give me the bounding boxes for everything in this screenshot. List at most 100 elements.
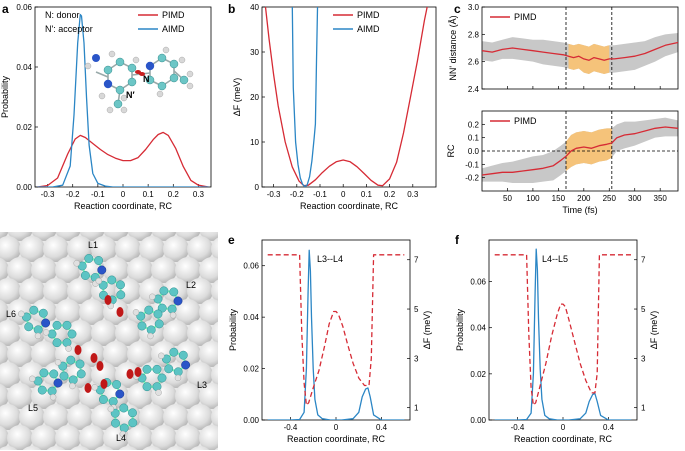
y-tick-label: 0.02 bbox=[16, 123, 32, 132]
y-tick-label: 0.1 bbox=[468, 134, 480, 143]
surface-atom bbox=[199, 257, 218, 283]
x-tick-label: -0.1 bbox=[91, 190, 105, 199]
x-tick-label: -0.4 bbox=[284, 423, 298, 432]
y-tick-label: 0.00 bbox=[243, 416, 259, 425]
y-tick-label: 2.8 bbox=[468, 30, 480, 39]
hydrogen-atom bbox=[107, 405, 115, 413]
surface-atom bbox=[166, 446, 186, 450]
surface-atom bbox=[0, 383, 9, 409]
hydrogen-atom bbox=[149, 293, 156, 300]
carbon-atom bbox=[164, 364, 174, 374]
surface-atom bbox=[175, 257, 201, 283]
carbon-atom bbox=[39, 368, 49, 378]
y-tick-label: 0.02 bbox=[470, 370, 486, 379]
surface-atom bbox=[118, 446, 138, 450]
series-line-probability bbox=[267, 249, 405, 420]
series-line-pimd bbox=[37, 131, 209, 187]
x-tick-label: 200 bbox=[577, 194, 591, 203]
series-line-aimd bbox=[291, 7, 319, 187]
x-axis-label: Reaction coordinate, RC bbox=[514, 434, 613, 444]
y-tick-label: 40 bbox=[250, 3, 259, 12]
carbon-atom bbox=[159, 286, 169, 296]
carbon-atom bbox=[66, 355, 76, 365]
y-axis-label: Probability bbox=[455, 308, 465, 351]
x-tick-label: -0.3 bbox=[41, 190, 55, 199]
y-tick-label: 0 bbox=[255, 183, 260, 192]
hydrogen-atom bbox=[29, 375, 36, 382]
carbon-atom bbox=[169, 287, 179, 297]
label-l4: L4 bbox=[116, 433, 126, 443]
series-line-pimd bbox=[482, 126, 678, 176]
series-line-f bbox=[494, 254, 632, 406]
x-tick-label: 100 bbox=[526, 194, 540, 203]
surface-atom bbox=[19, 404, 45, 430]
carbon-atom bbox=[111, 418, 120, 428]
surface-atom bbox=[199, 232, 218, 241]
x-tick-label: 0.4 bbox=[376, 423, 388, 432]
surface-atom bbox=[199, 425, 218, 450]
chart-b-plot: -0.3 -0.2 -0.1 0 0.1 0.2 0.3 0 10 20 30 40 Reaction … bbox=[232, 3, 437, 211]
carbon-atom bbox=[119, 423, 129, 433]
x-tick-label: 150 bbox=[552, 194, 566, 203]
surface-atom bbox=[0, 446, 18, 450]
surface-atom bbox=[115, 236, 141, 262]
surface-atom bbox=[0, 236, 21, 262]
surface-atom bbox=[187, 404, 213, 430]
surface-atom bbox=[67, 320, 93, 346]
surface-atom bbox=[7, 257, 33, 283]
x-axis-label: Reaction coordinate, RC bbox=[287, 434, 386, 444]
carbon-atom bbox=[137, 321, 147, 331]
surface-atom bbox=[223, 215, 249, 241]
x-tick-label: 300 bbox=[628, 194, 642, 203]
nitrogen-atom bbox=[115, 389, 125, 399]
surface-atom bbox=[127, 341, 153, 367]
y-right-tick-label: 5 bbox=[641, 305, 646, 314]
carbon-atom bbox=[47, 329, 57, 339]
panel-b: -0.3 -0.2 -0.1 0 0.1 0.2 0.3 0 10 20 30 40 Reaction … bbox=[232, 3, 437, 211]
surface-atom bbox=[190, 446, 210, 450]
surface-atom bbox=[0, 257, 9, 283]
series-line-pimd bbox=[482, 41, 678, 61]
hydrogen-atom bbox=[42, 329, 50, 336]
x-tick-label: 0 bbox=[561, 423, 566, 432]
carbon-atom bbox=[128, 408, 137, 418]
surface-atom bbox=[22, 446, 42, 450]
inset-label-n-prime: N′ bbox=[126, 90, 135, 100]
surface-atom bbox=[31, 341, 57, 367]
nitrogen-atom bbox=[97, 265, 107, 275]
x-axis-label: Time (fs) bbox=[562, 205, 597, 215]
hydrogen-atom bbox=[169, 312, 177, 319]
x-tick-label: -0.1 bbox=[313, 190, 327, 199]
surface-atom bbox=[79, 299, 105, 325]
surface-atom bbox=[211, 321, 218, 345]
legend-b-aimd-label: AIMD bbox=[357, 24, 380, 34]
chart-a-plot: -0.3 -0.2 -0.1 0 0.1 0.2 0.3 0.00 0.02 0.04 0.06 Re… bbox=[0, 3, 212, 211]
chart-f-plot: -0.4 0 0.4 0.00 0.02 0.04 0.06 1 3 5 7 Reaction coo… bbox=[455, 239, 659, 444]
hydrogen-atom bbox=[73, 260, 80, 267]
y-right-tick-label: 1 bbox=[641, 404, 646, 413]
chart-c-bottom-plot: 50 100 150 200 250 300 350 -0.2 -0.1 0.0 0.1 0.2 Tim… bbox=[446, 110, 679, 215]
carbon-atom bbox=[178, 350, 188, 360]
surface-atom bbox=[127, 257, 153, 283]
surface-atom bbox=[151, 425, 177, 450]
surface-atom bbox=[91, 320, 117, 346]
carbon-atom bbox=[146, 325, 156, 335]
y-axis-label: ΔF (meV) bbox=[232, 78, 242, 117]
carbon-atom bbox=[47, 386, 57, 396]
proton-marker bbox=[100, 379, 108, 389]
axes-frame bbox=[261, 239, 411, 421]
surface-atom bbox=[235, 278, 261, 304]
surface-atom bbox=[31, 425, 57, 450]
y-tick-label: 0.0 bbox=[468, 147, 480, 156]
surface-atom bbox=[115, 320, 141, 346]
hydrogen-atom bbox=[18, 310, 25, 317]
label-l6: L6 bbox=[6, 309, 16, 319]
y-axis-label: RC bbox=[446, 144, 456, 157]
surface-atom bbox=[151, 257, 177, 283]
y-right-tick-label: 7 bbox=[414, 256, 419, 265]
y-right-axis-label: ΔF (meV) bbox=[649, 311, 659, 350]
y-axis-label: Probability bbox=[0, 75, 10, 118]
carbon-atom bbox=[75, 359, 85, 369]
highlight-band bbox=[568, 43, 610, 74]
surface-atom bbox=[139, 404, 165, 430]
